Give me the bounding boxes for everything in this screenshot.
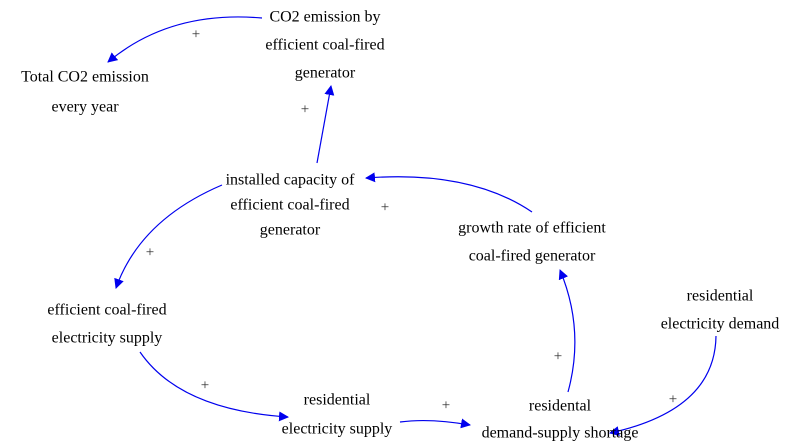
node-label: demand-supply shortage (482, 425, 639, 442)
node-label: electricity supply (282, 421, 393, 438)
causal-link (609, 335, 717, 436)
node-label: Total CO2 emission (21, 69, 149, 86)
polarity-label: + (442, 397, 450, 413)
polarity-label: + (201, 377, 209, 393)
node-label: residental (529, 398, 592, 415)
causal-link (139, 351, 289, 422)
causal-link (365, 172, 533, 213)
node-label: residential (304, 392, 371, 409)
causal-link (107, 16, 263, 63)
node-label: CO2 emission by (269, 9, 380, 26)
polarity-label: + (192, 26, 200, 42)
node-label: generator (260, 222, 321, 239)
causal-link (316, 85, 335, 164)
causal-link (558, 269, 576, 393)
polarity-label: + (146, 244, 154, 260)
node-label: efficient coal-fired (230, 197, 349, 214)
polarity-label: + (669, 391, 677, 407)
node-label: every year (51, 99, 119, 116)
node-label: electricity demand (661, 316, 780, 333)
causal-link (399, 418, 471, 429)
node-label: generator (295, 65, 356, 82)
node-label: installed capacity of (226, 172, 356, 189)
causal-link (114, 184, 223, 289)
polarity-label: + (381, 199, 389, 215)
polarity-label: + (554, 348, 562, 364)
polarity-label: + (301, 101, 309, 117)
node-label: electricity supply (52, 330, 163, 347)
node-label: residential (687, 288, 754, 305)
node-label: efficient coal-fired (47, 302, 166, 319)
node-label: growth rate of efficient (458, 220, 606, 237)
node-label: coal-fired generator (469, 248, 596, 265)
node-label: efficient coal-fired (265, 37, 384, 54)
